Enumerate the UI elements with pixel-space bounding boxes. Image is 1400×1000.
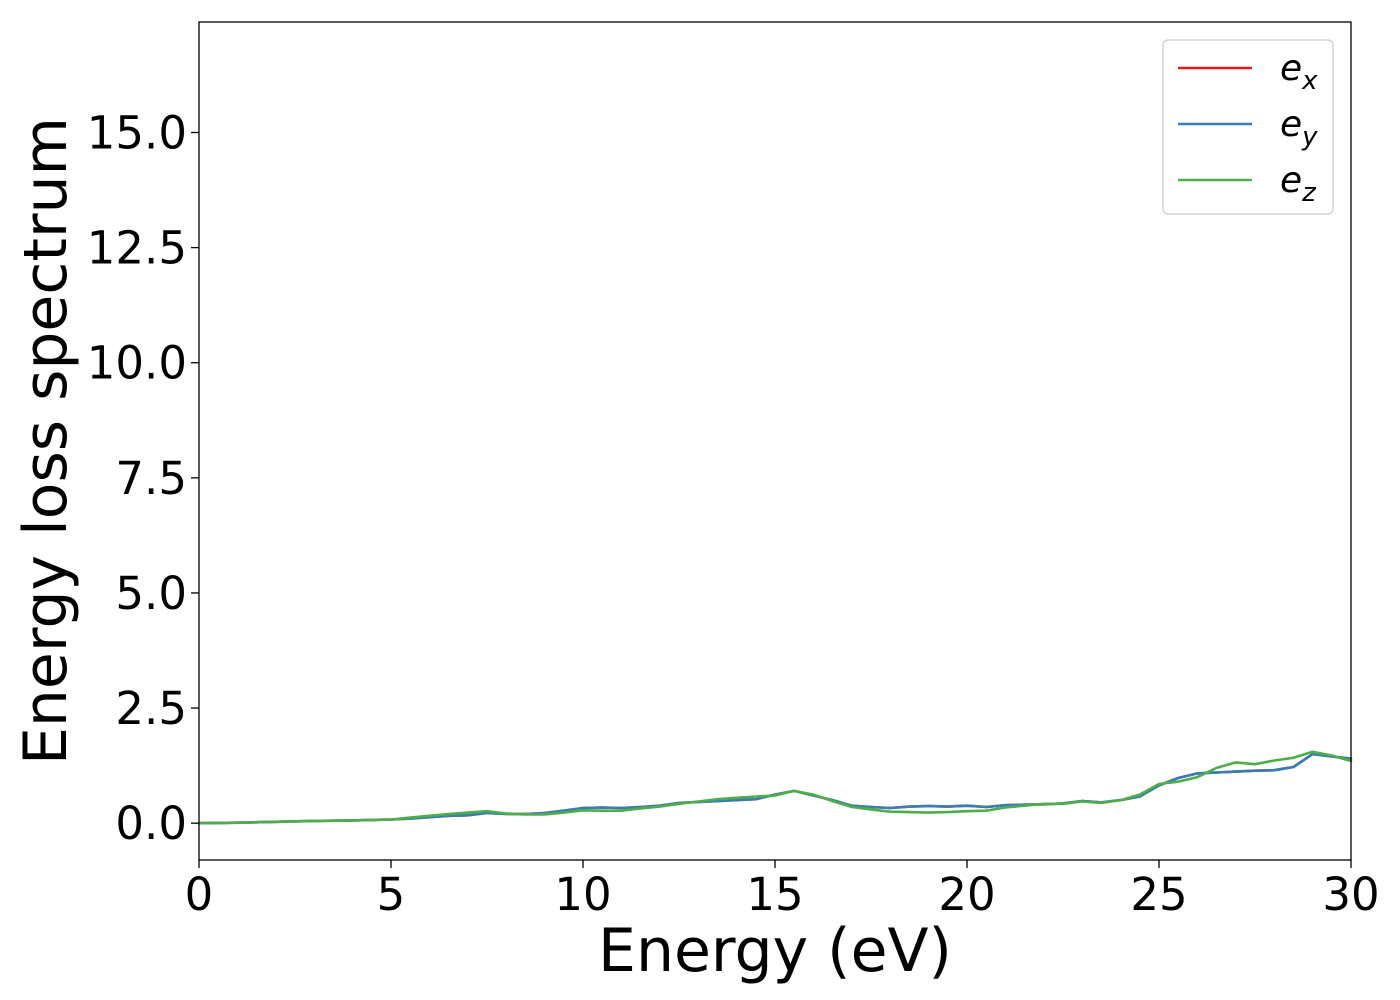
series-line-ex <box>197 752 1353 825</box>
x-tick-label: 15 <box>746 868 803 921</box>
x-axis-label: Energy (eV) <box>598 916 952 986</box>
x-tick-label: 20 <box>938 868 995 921</box>
series-line-ez <box>197 750 1353 825</box>
y-tick-label: 5.0 <box>115 567 187 620</box>
series-line-ey <box>197 752 1353 825</box>
x-tick-label: 0 <box>185 868 214 921</box>
y-tick-label: 10.0 <box>87 337 187 390</box>
x-tick-label: 5 <box>377 868 406 921</box>
x-tick-label: 30 <box>1322 868 1379 921</box>
x-tick-label: 10 <box>554 868 611 921</box>
x-axis-ticks: 0 5 10 15 20 25 30 <box>185 860 1380 921</box>
legend-box <box>1162 39 1334 215</box>
x-tick-label: 25 <box>1130 868 1187 921</box>
plot-lines <box>197 750 1353 825</box>
y-tick-label: 15.0 <box>87 107 187 160</box>
y-axis-ticks: 0.0 2.5 5.0 7.5 10.0 12.5 15.0 <box>87 107 199 850</box>
y-tick-label: 2.5 <box>115 682 187 735</box>
y-tick-label: 7.5 <box>115 452 187 505</box>
y-axis-label: Energy loss spectrum <box>11 117 81 765</box>
y-tick-label: 12.5 <box>87 222 187 275</box>
y-tick-label: 0.0 <box>115 797 187 850</box>
